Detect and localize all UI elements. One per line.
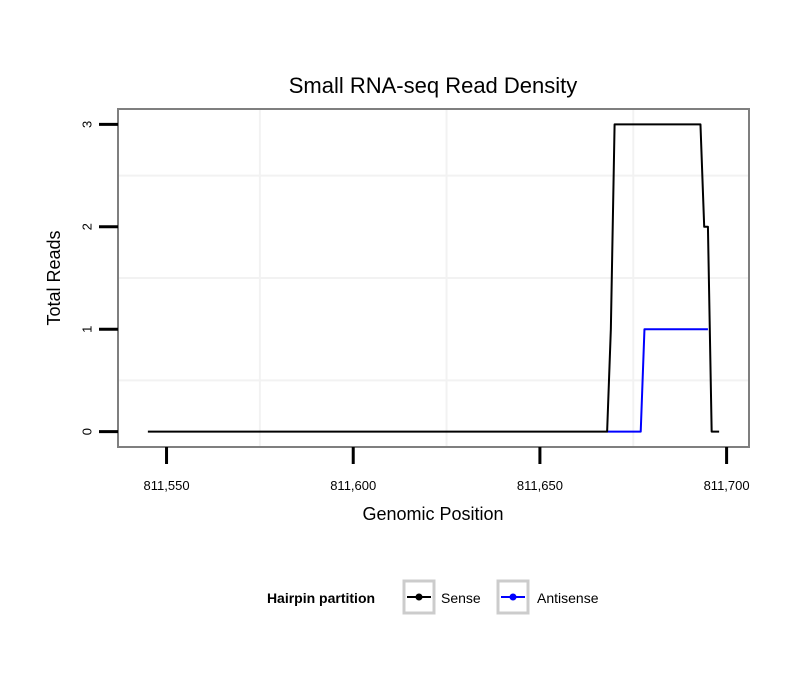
- legend-entry-sense: Sense: [402, 579, 481, 615]
- legend-label-sense: Sense: [441, 590, 481, 606]
- x-tick-label: 811,700: [704, 478, 750, 493]
- series-line-antisense: [607, 328, 708, 433]
- y-axis-label: Total Reads: [44, 230, 64, 325]
- plot-panel-border: [117, 108, 750, 448]
- series-layer: [147, 123, 720, 433]
- y-tick-label: 3: [80, 121, 95, 128]
- legend-label-antisense: Antisense: [537, 590, 599, 606]
- legend-entry-antisense: Antisense: [496, 579, 599, 615]
- y-tick-label: 2: [80, 223, 95, 230]
- series-line-sense: [147, 123, 720, 433]
- legend-marker-antisense: [509, 593, 517, 601]
- chart-title: Small RNA-seq Read Density: [289, 73, 578, 98]
- y-tick-label: 1: [80, 326, 95, 333]
- x-tick-label: 811,650: [517, 478, 563, 493]
- x-axis: 811,550 811,600 811,650 811,700: [144, 447, 750, 493]
- legend-title: Hairpin partition: [267, 590, 375, 606]
- grid: [118, 109, 749, 447]
- x-tick-label: 811,600: [330, 478, 376, 493]
- x-axis-label: Genomic Position: [362, 504, 503, 524]
- y-tick-label: 0: [80, 428, 95, 435]
- legend: Hairpin partition Sense Antisense: [267, 579, 599, 615]
- y-axis: 0 1 2 3: [80, 121, 118, 435]
- legend-marker-sense: [415, 593, 423, 601]
- x-tick-label: 811,550: [144, 478, 190, 493]
